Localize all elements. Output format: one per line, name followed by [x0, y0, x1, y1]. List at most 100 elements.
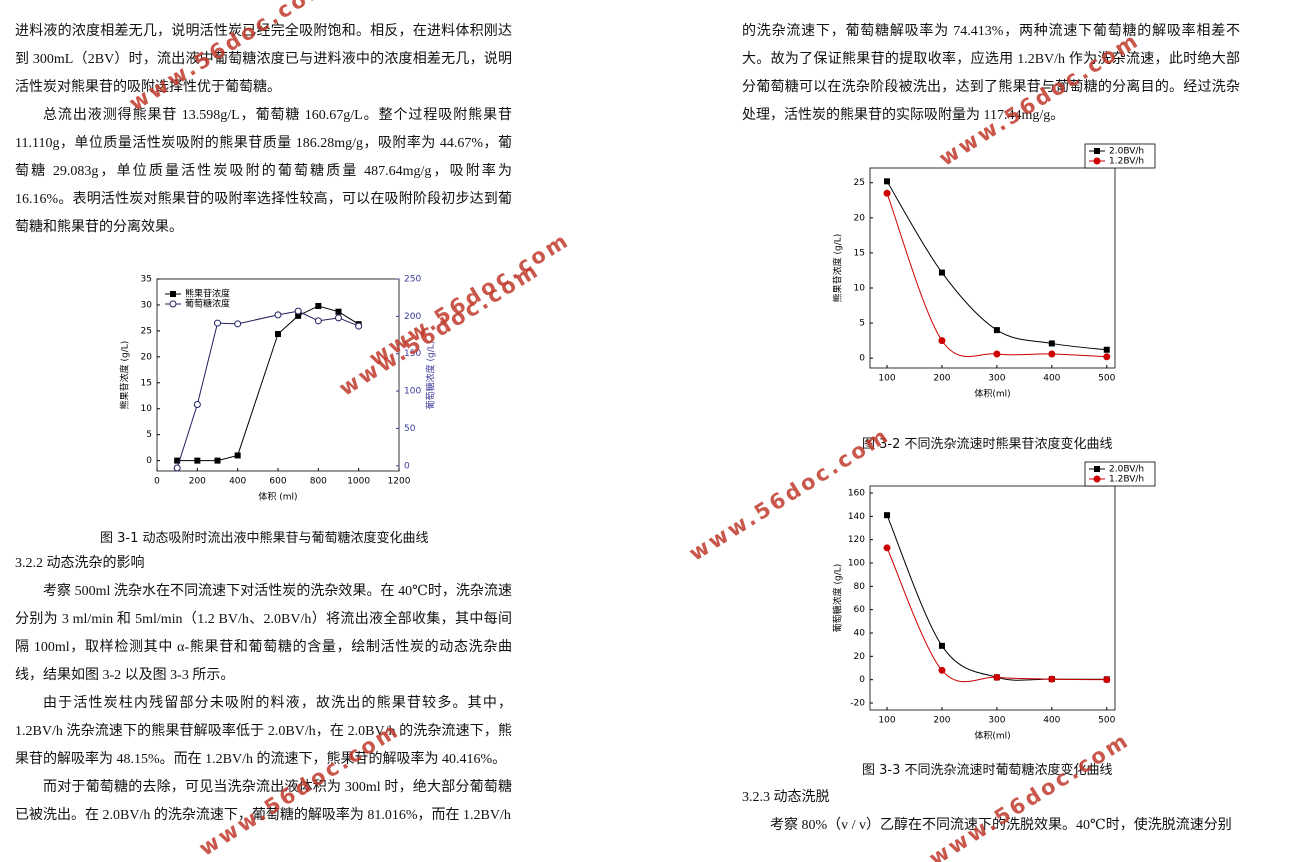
marker: [214, 319, 221, 327]
marker: [335, 314, 342, 322]
legend-marker: [1093, 157, 1101, 165]
y-tick-label: 20: [854, 652, 866, 662]
marker: [234, 320, 242, 328]
marker: [194, 457, 201, 464]
marker: [314, 317, 322, 325]
y2-axis-label: 葡萄糖浓度 (g/L): [425, 341, 437, 410]
watermark: www.56doc.com: [125, 0, 334, 116]
paragraph: 总流出液测得熊果苷 13.598g/L，葡萄糖 160.67g/L。整个过程吸附…: [15, 108, 512, 235]
y-tick-label: 10: [854, 284, 866, 294]
x-tick-label: 300: [988, 374, 1005, 384]
marker: [993, 673, 1001, 681]
y-tick-label: 160: [848, 489, 865, 499]
legend-label: 1.2BV/h: [1109, 157, 1144, 167]
marker: [884, 512, 891, 519]
series-line: [886, 193, 1107, 358]
y-tick-label: 5: [859, 319, 865, 329]
y2-tick-label: 200: [404, 312, 421, 322]
paragraph: 考察 80%（v / v）乙醇在不同流速下的洗脱效果。40℃时，使洗脱流速分别: [770, 818, 1232, 833]
y-tick-label: 0: [146, 456, 152, 466]
x-tick-label: 0: [154, 477, 160, 487]
marker: [1103, 346, 1110, 353]
figure-caption: 图 3-1 动态吸附时流出液中熊果苷与葡萄糖浓度变化曲线: [100, 531, 429, 546]
text-block: 的洗杂流速下，葡萄糖解吸率为 74.413%，两种流速下葡萄糖的解吸率相差不大。…: [742, 18, 1240, 130]
chart: 100 200 300 400 500 -20 0 20 40 60 80 100 120 140 160 体…: [832, 461, 1156, 742]
y-tick-label: 60: [854, 605, 866, 615]
x-tick-label: 1000: [347, 477, 370, 487]
chart: 0 200 400 600 800 1000 1200 0 5 10 15 20 25 30 35 0 50 10…: [119, 275, 437, 503]
figure-caption: 图 3-3 不同洗杂流速时葡萄糖浓度变化曲线: [862, 763, 1113, 778]
legend-marker: [1093, 475, 1101, 483]
x-tick-label: 600: [269, 477, 286, 487]
marker: [884, 178, 891, 185]
y2-tick-label: 250: [404, 275, 421, 285]
marker: [275, 331, 281, 338]
y-tick-label: 0: [859, 675, 865, 685]
marker: [938, 642, 945, 649]
marker: [1048, 340, 1055, 347]
y-tick-label: 10: [141, 404, 153, 414]
marker: [315, 302, 322, 309]
y-tick-label: 25: [141, 326, 152, 336]
legend-marker: [170, 291, 176, 297]
y-axis-label: 熊果苷浓度 (g/L): [832, 234, 844, 303]
marker: [993, 327, 1000, 334]
paragraph: 而对于葡萄糖的去除，可见当洗杂流出液体积为 300ml 时，绝大部分葡萄糖已被洗…: [15, 780, 512, 823]
paragraph: 考察 500ml 洗杂水在不同流速下对活性炭的洗杂效果。在 40℃时，洗杂流速分…: [15, 584, 512, 683]
legend-marker: [1094, 148, 1100, 154]
marker: [1048, 675, 1056, 683]
x-tick-label: 400: [1043, 374, 1060, 384]
figure-caption: 图 3-2 不同洗杂流速时熊果苷浓度变化曲线: [862, 437, 1113, 452]
plot-frame: [869, 167, 1116, 369]
legend-label: 2.0BV/h: [1109, 147, 1144, 157]
paragraph: 进料液的浓度相差无几，说明活性炭已经完全吸附饱和。相反，在进料体积刚达到 300…: [15, 24, 512, 95]
x-tick-label: 500: [1098, 716, 1115, 726]
series-line: [176, 310, 359, 469]
plot-frame: [869, 485, 1116, 711]
y2-tick-label: 150: [404, 349, 421, 359]
marker: [294, 307, 302, 315]
marker: [234, 452, 241, 459]
marker: [295, 312, 302, 319]
x-tick-label: 1200: [388, 477, 411, 487]
text-block: 3.2.2 动态洗杂的影响 考察 500ml 洗杂水在不同流速下对活性炭的洗杂效…: [15, 550, 512, 830]
marker: [1103, 353, 1111, 361]
marker: [173, 464, 181, 472]
marker: [214, 457, 221, 464]
x-tick-label: 200: [189, 477, 206, 487]
marker: [1103, 676, 1111, 684]
x-tick-label: 300: [988, 716, 1005, 726]
x-axis-label: 体积 (ml): [258, 491, 297, 503]
y-tick-label: 0: [859, 354, 865, 364]
series-line: [886, 547, 1107, 683]
y-tick-label: 5: [146, 430, 152, 440]
marker: [938, 269, 945, 276]
x-axis-label: 体积(ml): [974, 730, 1010, 742]
marker: [883, 544, 891, 552]
marker: [193, 401, 201, 409]
marker: [938, 337, 946, 345]
y-tick-label: 100: [848, 559, 865, 569]
y-tick-label: 35: [141, 275, 152, 285]
x-axis-label: 体积(ml): [974, 388, 1010, 400]
y-tick-label: 120: [848, 535, 865, 545]
marker: [335, 308, 342, 315]
x-tick-label: 100: [878, 374, 895, 384]
y-axis-label: 熊果苷浓度 (g/L): [119, 341, 131, 410]
heading: 3.2.2 动态洗杂的影响: [15, 556, 145, 571]
y-tick-label: 25: [854, 178, 865, 188]
legend-marker: [1094, 466, 1100, 472]
y-tick-label: 15: [854, 248, 865, 258]
y2-tick-label: 100: [404, 387, 421, 397]
paragraph: 由于活性炭柱内残留部分未吸附的料液，故洗出的熊果苷较多。其中，1.2BV/h 洗…: [15, 696, 512, 767]
x-tick-label: 200: [933, 374, 950, 384]
y-tick-label: 20: [854, 213, 866, 223]
x-tick-label: 400: [1043, 716, 1060, 726]
series-line: [177, 305, 359, 462]
y-tick-label: 140: [848, 512, 865, 522]
y-tick-label: -20: [850, 699, 865, 709]
series-line: [886, 514, 1107, 681]
paragraph: 的洗杂流速下，葡萄糖解吸率为 74.413%，两种流速下葡萄糖的解吸率相差不大。…: [742, 24, 1240, 123]
